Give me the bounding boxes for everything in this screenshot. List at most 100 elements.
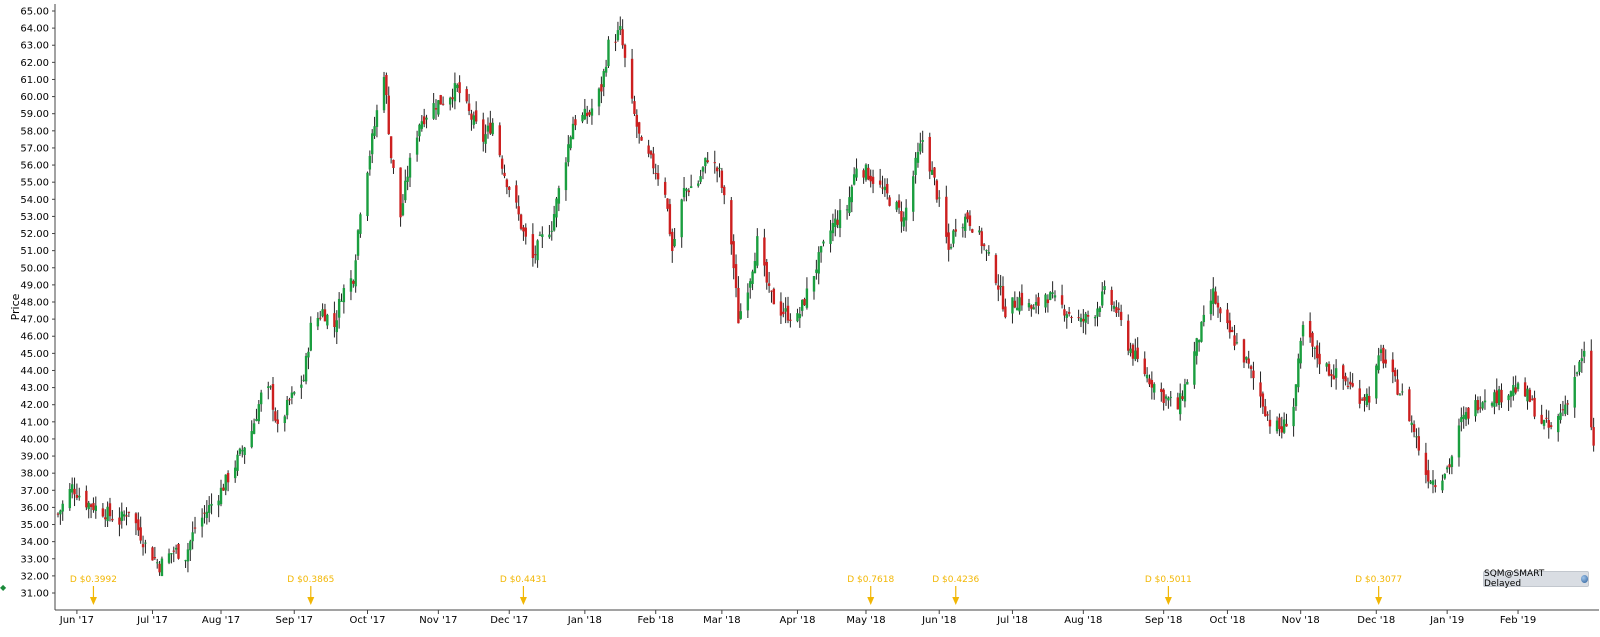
candle-body bbox=[567, 144, 570, 163]
candle-body bbox=[831, 222, 835, 234]
dividend-marker[interactable]: D $0.3865 bbox=[287, 575, 334, 605]
dividend-label: D $0.4431 bbox=[500, 575, 547, 585]
candle-body bbox=[1096, 308, 1099, 317]
candle-body bbox=[968, 215, 972, 227]
candle bbox=[1053, 290, 1057, 302]
candle bbox=[1112, 301, 1116, 312]
candle-body bbox=[1150, 379, 1154, 388]
candle bbox=[1490, 401, 1494, 408]
candle-body bbox=[1573, 376, 1576, 408]
candle bbox=[85, 485, 88, 511]
candle bbox=[552, 205, 556, 232]
candle bbox=[602, 68, 605, 97]
candle bbox=[111, 509, 114, 522]
candle-body bbox=[1230, 329, 1234, 333]
candle-body bbox=[765, 261, 768, 283]
candle bbox=[489, 110, 492, 135]
candle bbox=[945, 185, 948, 244]
candle-body bbox=[564, 162, 568, 191]
candle-body bbox=[964, 216, 967, 231]
candle bbox=[1575, 371, 1579, 377]
candle bbox=[718, 163, 721, 178]
candle-body bbox=[217, 500, 220, 506]
candle-body bbox=[600, 84, 603, 92]
candle bbox=[1559, 403, 1562, 424]
candle-body bbox=[1367, 395, 1371, 403]
candle-body bbox=[1282, 419, 1286, 433]
dividend-marker[interactable]: D $0.3992 bbox=[70, 575, 117, 605]
candle bbox=[557, 185, 561, 212]
candle-body bbox=[912, 176, 915, 212]
candle bbox=[749, 278, 752, 299]
dividend-marker[interactable]: D $0.5011 bbox=[1145, 575, 1192, 605]
candle bbox=[685, 187, 688, 202]
candle-body bbox=[782, 311, 785, 315]
candle-body bbox=[834, 218, 837, 227]
candle-body bbox=[928, 136, 931, 172]
candle bbox=[1070, 315, 1073, 324]
candle bbox=[1160, 382, 1163, 402]
candle-body bbox=[385, 74, 388, 96]
candle-body bbox=[1004, 306, 1007, 318]
candle-body bbox=[1070, 317, 1073, 319]
dividend-marker[interactable]: D $0.4236 bbox=[932, 575, 980, 605]
candle bbox=[935, 179, 939, 203]
candle-body bbox=[382, 76, 386, 111]
x-tick-label: Oct '17 bbox=[350, 615, 386, 626]
dividend-marker[interactable]: D $0.3077 bbox=[1355, 575, 1402, 605]
candle-body bbox=[108, 503, 112, 517]
candle bbox=[689, 174, 693, 189]
candle bbox=[1143, 351, 1146, 377]
candle bbox=[274, 407, 277, 423]
candle bbox=[255, 408, 258, 422]
candle bbox=[1450, 454, 1454, 475]
candle-body bbox=[92, 503, 95, 510]
candle bbox=[437, 99, 440, 117]
candle bbox=[371, 129, 374, 164]
dividend-marker[interactable]: D $0.7618 bbox=[847, 575, 894, 605]
candle bbox=[61, 500, 64, 521]
candle bbox=[1316, 340, 1319, 368]
candle bbox=[1063, 304, 1066, 322]
candle-body bbox=[763, 237, 766, 266]
candle-body bbox=[144, 542, 147, 544]
candle-body bbox=[255, 419, 258, 421]
candle bbox=[581, 112, 584, 124]
candle-body bbox=[158, 563, 161, 573]
candle-body bbox=[1212, 288, 1215, 305]
candle bbox=[834, 209, 837, 237]
candle bbox=[1247, 350, 1250, 369]
dividend-marker[interactable]: D $0.4431 bbox=[500, 575, 547, 605]
candle-body bbox=[718, 167, 721, 169]
candle bbox=[767, 271, 771, 293]
candle-body bbox=[1044, 294, 1047, 308]
candle bbox=[352, 279, 355, 288]
candle bbox=[1580, 348, 1584, 373]
candle-body bbox=[208, 505, 211, 513]
candle bbox=[458, 75, 461, 103]
candle-body bbox=[56, 513, 60, 515]
candle-body bbox=[1325, 363, 1328, 367]
candle bbox=[92, 497, 95, 513]
candle-body bbox=[1516, 383, 1520, 390]
candle-body bbox=[699, 176, 702, 182]
candle bbox=[1325, 362, 1328, 372]
candle bbox=[120, 502, 123, 529]
candle bbox=[845, 204, 849, 220]
candle-body bbox=[1431, 480, 1435, 485]
candle bbox=[59, 509, 62, 525]
candle-body bbox=[720, 170, 724, 188]
candle bbox=[441, 96, 445, 106]
candle-body bbox=[1540, 414, 1543, 424]
candle bbox=[316, 312, 320, 331]
candle bbox=[1098, 306, 1102, 318]
candle bbox=[1162, 388, 1165, 411]
candle-body bbox=[1351, 383, 1354, 387]
candle-body bbox=[982, 244, 986, 247]
x-tick-label: Jun '17 bbox=[59, 615, 94, 626]
candle-body bbox=[838, 210, 842, 228]
candle bbox=[1264, 398, 1267, 417]
y-tick-label: 49.00 bbox=[20, 280, 49, 291]
candle-body bbox=[238, 448, 242, 454]
